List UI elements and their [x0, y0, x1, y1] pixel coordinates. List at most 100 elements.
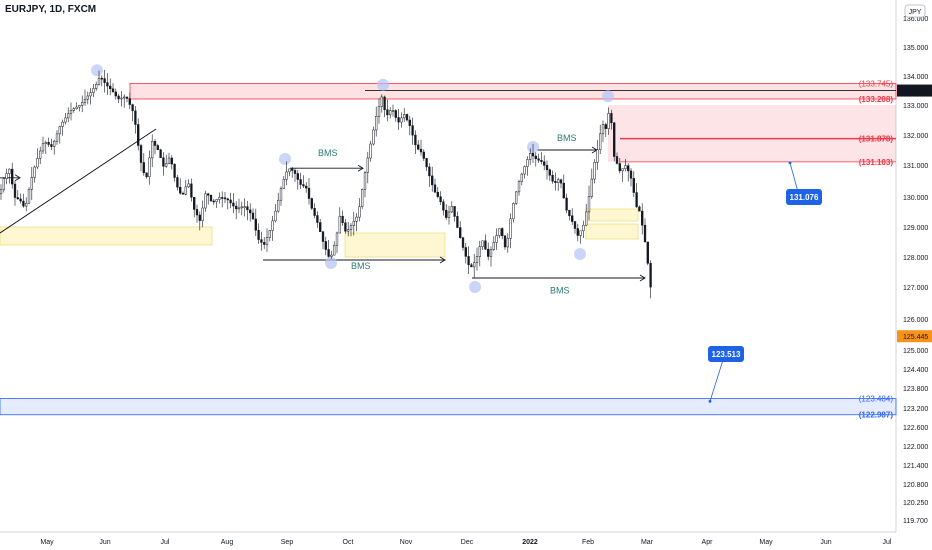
current-price-tag: [897, 84, 932, 97]
x-tick-label: Sep: [281, 539, 294, 546]
candle-body: [139, 145, 143, 163]
candle-body: [534, 155, 537, 160]
x-tick-label: Mar: [641, 539, 654, 546]
candle-body: [587, 196, 591, 213]
candle-body: [128, 98, 131, 105]
candle-body: [316, 215, 319, 223]
pivot-marker-7: [602, 90, 614, 103]
candle-body: [391, 110, 395, 112]
candle-body: [111, 88, 115, 93]
candle-body: [464, 247, 467, 257]
demand-zone-3a: [585, 208, 639, 222]
y-tick-label: 123.800: [903, 386, 928, 393]
candle-body: [11, 168, 14, 185]
candle-body: [209, 195, 213, 202]
candle-body: [400, 117, 403, 123]
candle-body: [576, 228, 579, 236]
y-tick-label: 130.000: [903, 195, 928, 202]
candle-body: [419, 148, 423, 153]
candle-body: [593, 162, 596, 180]
candle-body: [302, 184, 305, 187]
candle-body: [456, 216, 459, 228]
candle-body: [153, 141, 157, 146]
y-tick-label: 121.400: [903, 463, 928, 470]
y-tick-label: 132.000: [903, 133, 928, 140]
trendline: [0, 128, 157, 234]
candle-body: [33, 166, 36, 178]
callout-123513-box: [708, 346, 744, 362]
candle-body: [243, 206, 246, 208]
demand-zone-1: [0, 226, 213, 246]
y-tick-label: 120.250: [903, 500, 928, 507]
candle-body: [83, 98, 87, 103]
x-tick-label: 2022: [522, 539, 538, 546]
candle-body: [109, 85, 112, 90]
candle-body: [265, 237, 269, 245]
demand-zone-3b: [585, 223, 639, 240]
candle-body: [582, 224, 585, 232]
candle-body: [204, 193, 207, 209]
candle-body: [30, 177, 33, 190]
candle-body: [100, 77, 103, 80]
y-tick-label: 125.000: [903, 348, 928, 355]
candle-body: [470, 264, 473, 268]
candle-body: [649, 263, 652, 288]
candle-body: [291, 168, 294, 171]
currency-badge-box: [904, 4, 926, 18]
candle-body: [439, 196, 442, 203]
candle-body: [629, 170, 633, 179]
candle-body: [246, 206, 249, 211]
x-tick-label: Aug: [221, 539, 234, 546]
candle-body: [333, 245, 336, 256]
level-label-122987: (122.987): [859, 411, 894, 420]
candle-body: [635, 192, 638, 208]
candle-body: [58, 126, 61, 135]
candle-body: [380, 96, 383, 107]
candle-body: [481, 240, 484, 247]
candle-body: [39, 150, 42, 159]
candle-body: [433, 184, 437, 193]
x-tick-label: Nov: [400, 539, 413, 546]
candle-body: [151, 141, 154, 159]
candle-body: [361, 189, 364, 207]
candle-body: [540, 160, 543, 162]
candle-body: [431, 175, 434, 186]
candle-body: [19, 198, 22, 202]
candle-body: [559, 179, 563, 184]
pivot-marker-4: [469, 281, 481, 293]
candle-body: [585, 211, 588, 226]
candle-body: [277, 199, 280, 212]
candle-body: [459, 227, 462, 238]
candle-body: [50, 144, 53, 147]
candle-body: [95, 84, 98, 89]
candle-body: [13, 183, 17, 198]
candle-body: [232, 202, 235, 207]
candle-body: [72, 108, 75, 111]
candle-body: [162, 157, 165, 167]
pivot-marker-1: [279, 153, 291, 165]
candle-body: [601, 124, 605, 135]
candle-body: [25, 202, 28, 207]
candle-body: [445, 209, 448, 218]
candle-body: [44, 142, 47, 144]
candle-body: [515, 191, 518, 204]
candle-body: [571, 215, 574, 222]
candle-body: [0, 189, 3, 195]
bms-label-2: BMS: [550, 285, 570, 295]
candle-body: [148, 157, 151, 178]
level-label-123484: (123.484): [859, 395, 894, 404]
candle-body: [319, 222, 322, 232]
y-tick-label: 133.000: [903, 103, 928, 110]
y-tick-label: 119.700: [903, 518, 928, 525]
candle-body: [377, 106, 381, 117]
candle-body: [363, 172, 367, 190]
candle-body: [579, 230, 582, 236]
candle-body: [167, 157, 171, 164]
candle-body: [509, 218, 512, 239]
candle-body: [274, 210, 277, 222]
bms-label-0: BMS: [318, 148, 338, 158]
candle-body: [2, 178, 5, 191]
candle-body: [565, 197, 568, 211]
candle-body: [282, 179, 285, 189]
